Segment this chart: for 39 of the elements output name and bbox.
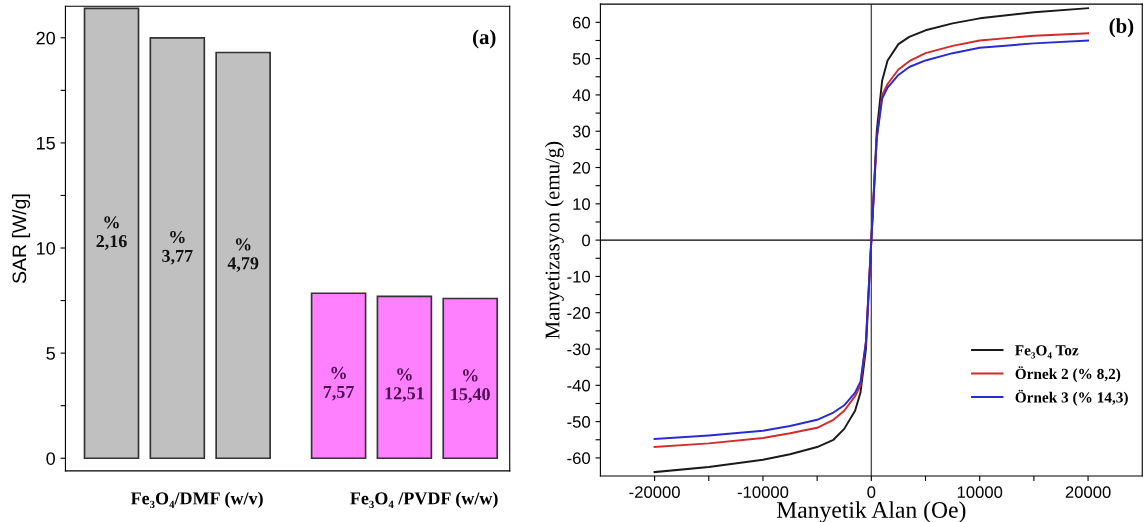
legend-label: Fe₃O₄ Toz [1015, 345, 1079, 359]
y-axis-title: Manyetizasyon (emu/g) [544, 141, 564, 339]
category-label: % 12,51 [385, 368, 424, 402]
category-label: % 15,40 [451, 369, 490, 403]
y-tick-label: 10 [37, 241, 56, 255]
legend-label: Örnek 2 (% 8,2) [1015, 366, 1121, 383]
annotation: (a) [473, 29, 496, 49]
x-tick-label: -10000 [737, 486, 789, 499]
y-tick-label: -40 [567, 379, 591, 392]
y-tick-label: 40 [572, 89, 591, 102]
category-label: % 7,57 [323, 366, 354, 401]
y-tick-label: 0 [582, 234, 591, 247]
y-tick-label: 15 [37, 137, 55, 150]
y-tick-label: 5 [46, 347, 55, 360]
y-tick-label: 20 [36, 31, 56, 45]
x-tick-label: -20000 [629, 486, 680, 499]
y-tick-label: -50 [567, 416, 591, 428]
y-tick-label: -60 [567, 452, 591, 465]
x-axis-title: Manyetik Alan (Oe) [776, 501, 966, 522]
category-label: % 2,16 [96, 216, 127, 250]
y-tick-label: 60 [572, 16, 591, 29]
x-tick-label: 10000 [957, 486, 1003, 499]
y-tick-label: 30 [572, 125, 591, 138]
x-tick-label: 0 [867, 486, 876, 499]
y-tick-label: -20 [567, 307, 591, 319]
y-tick-label: 0 [46, 452, 56, 465]
y-tick-label: -30 [567, 343, 591, 356]
x-tick-label: 20000 [1065, 486, 1111, 499]
y-axis-title: SAR [W/g] [11, 194, 31, 284]
y-tick-label: 20 [572, 161, 591, 174]
y-tick-label: -10 [567, 270, 591, 283]
text: Fe₃O₄/DMF (w/v) [130, 491, 263, 509]
annotation: (b) [1109, 18, 1134, 38]
y-tick-label: 10 [573, 198, 591, 211]
text: Fe₃O₄ /PVDF (w/w) [350, 491, 498, 509]
y-tick-label: 50 [572, 53, 591, 65]
legend-label: Örnek 3 (% 14,3) [1015, 389, 1128, 406]
category-label: % 3,77 [162, 230, 193, 265]
category-label: % 4,79 [227, 238, 259, 272]
